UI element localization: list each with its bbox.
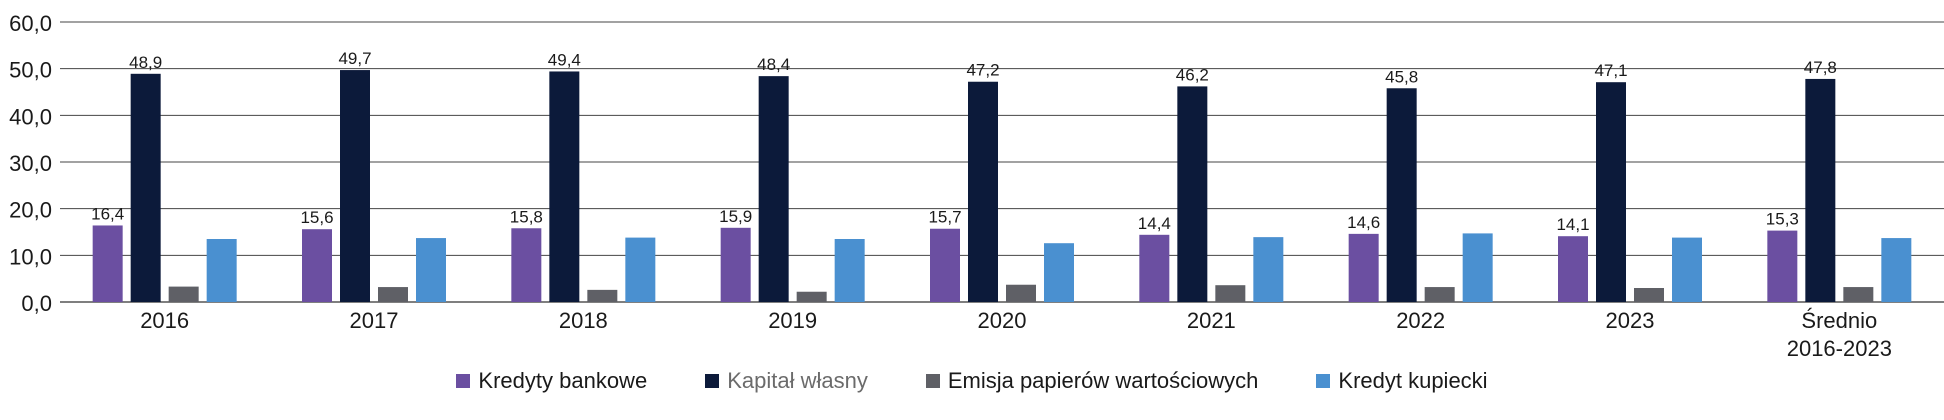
legend-item: Emisja papierów wartościowych: [925, 368, 1259, 394]
y-tick-label: 0,0: [21, 291, 52, 316]
bar: [1253, 237, 1284, 302]
x-tick-label-line: 2023: [1606, 308, 1655, 333]
data-label: 47,2: [966, 61, 999, 80]
x-tick-label-line: 2021: [1187, 308, 1236, 333]
bar: [340, 70, 370, 302]
x-tick-label: 2023: [1606, 308, 1655, 333]
y-tick-label: 10,0: [9, 244, 52, 269]
data-label: 48,4: [757, 55, 790, 74]
bar: [378, 287, 408, 302]
x-tick-label-line: 2022: [1396, 308, 1445, 333]
data-label: 15,3: [1766, 210, 1799, 229]
x-tick-label: 2017: [350, 308, 399, 333]
data-label: 15,6: [300, 208, 333, 227]
bar: [625, 237, 656, 302]
bar: [1634, 288, 1664, 302]
data-label: 15,9: [719, 207, 752, 226]
bar: [130, 73, 161, 302]
data-label: 15,8: [510, 207, 543, 226]
data-label: 14,6: [1347, 213, 1380, 232]
x-tick-label-line: Średnio: [1801, 308, 1877, 333]
bar: [549, 71, 580, 302]
data-label: 49,4: [548, 50, 581, 69]
x-tick-label-line: 2019: [768, 308, 817, 333]
bar: [1558, 236, 1588, 302]
bar: [511, 228, 542, 302]
bar: [720, 227, 751, 302]
y-tick-label: 40,0: [9, 104, 52, 129]
x-tick-label: 2018: [559, 308, 608, 333]
bar: [1386, 88, 1417, 303]
legend: Kredyty bankowe Kapitał własny Emisja papi…: [0, 366, 1944, 396]
legend-label: Emisja papierów wartościowych: [947, 368, 1259, 393]
bar: [1044, 243, 1074, 302]
bar: [92, 225, 123, 302]
bar: [587, 289, 618, 302]
legend-item: Kredyt kupiecki: [1316, 368, 1488, 394]
x-tick-label: 2020: [978, 308, 1027, 333]
x-tick-label: 2021: [1187, 308, 1236, 333]
data-label: 49,7: [338, 49, 371, 68]
legend-swatch: [1316, 374, 1331, 388]
y-tick-label: 60,0: [9, 11, 52, 36]
bar: [206, 239, 237, 302]
bar: [968, 81, 998, 302]
legend-swatch: [925, 374, 940, 388]
bar: [1881, 238, 1912, 302]
bar: [930, 228, 960, 302]
bar: [1672, 237, 1702, 302]
bar: [416, 238, 446, 302]
bar: [1348, 233, 1379, 302]
x-tick-label-line: 2017: [350, 308, 399, 333]
legend-item: Kredyty bankowe: [456, 368, 647, 394]
bar: [1177, 86, 1208, 303]
legend-label: Kredyty bankowe: [478, 368, 648, 393]
data-label: 14,1: [1556, 215, 1589, 234]
data-label: 47,1: [1594, 61, 1627, 80]
x-tick-label-line: 2016: [140, 308, 189, 333]
bar: [834, 239, 865, 302]
bar: [1462, 233, 1493, 302]
legend-swatch: [705, 374, 720, 388]
data-label: 46,2: [1176, 65, 1209, 84]
x-tick-label: Średnio 2016-2023: [1787, 308, 1892, 360]
y-tick-label: 30,0: [9, 151, 52, 176]
bar: [302, 229, 332, 302]
x-tick-label: 2019: [768, 308, 817, 333]
bar: [1424, 287, 1455, 302]
bar: [758, 76, 789, 302]
bar: [1215, 285, 1246, 302]
x-tick-label-line: 2020: [978, 308, 1027, 333]
legend-label: Kapitał własny: [727, 368, 868, 393]
data-label: 15,7: [928, 208, 961, 227]
x-tick-label: 2016: [140, 308, 189, 333]
bar: [796, 291, 827, 302]
data-label: 14,4: [1138, 214, 1171, 233]
bar: [1596, 82, 1626, 302]
data-label: 47,8: [1804, 58, 1837, 77]
bar: [1767, 230, 1798, 302]
legend-item: Kapitał własny: [705, 368, 868, 394]
bar: [1805, 78, 1836, 302]
x-tick-label-line: 2016-2023: [1787, 336, 1892, 360]
legend-label: Kredyt kupiecki: [1338, 368, 1488, 393]
bar: [1843, 287, 1874, 302]
data-label: 48,9: [129, 53, 162, 72]
bar: [168, 286, 199, 302]
data-label: 45,8: [1385, 67, 1418, 86]
legend-swatch: [456, 374, 471, 388]
bar: [1139, 234, 1170, 302]
bar: [1006, 284, 1036, 302]
x-tick-label-line: 2018: [559, 308, 608, 333]
y-tick-label: 50,0: [9, 58, 52, 83]
bar-chart-plot: 0,0 10,0 20,0 30,0 40,0 50,0 60,0 16,4 48,9 2016 1…: [9, 11, 1944, 360]
y-tick-label: 20,0: [9, 198, 52, 223]
data-label: 16,4: [91, 204, 124, 223]
x-tick-label: 2022: [1396, 308, 1445, 333]
